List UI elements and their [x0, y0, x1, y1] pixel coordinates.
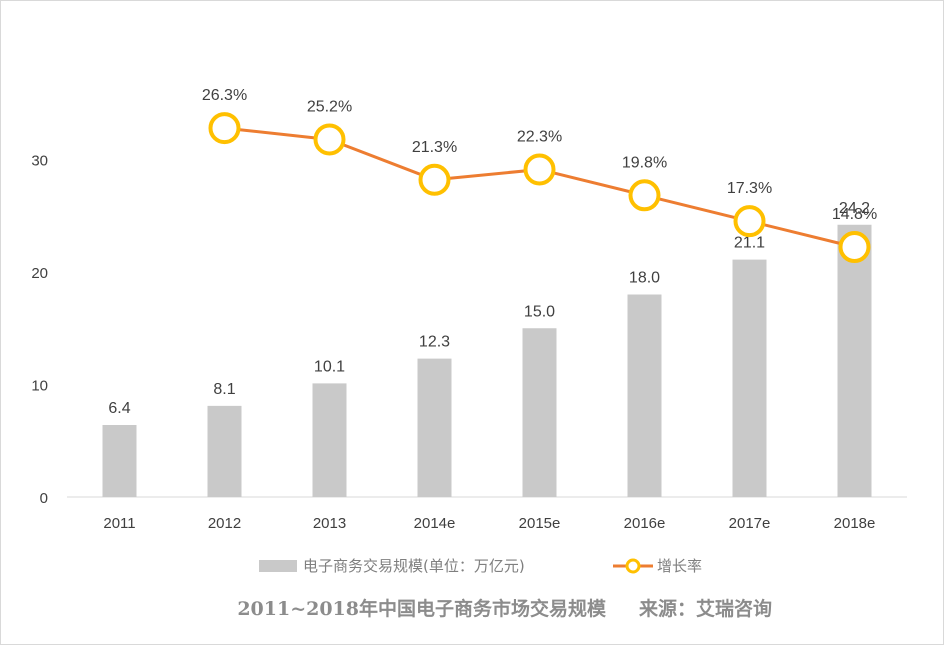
- x-tick-label: 2013: [313, 515, 346, 532]
- growth-rate-label: 25.2%: [307, 98, 352, 115]
- bar-value-label: 15.0: [524, 303, 555, 320]
- bar-value-label: 24.2: [839, 200, 870, 217]
- y-tick-label: 20: [31, 265, 48, 282]
- bar-value-label: 12.3: [419, 334, 450, 351]
- bar: [522, 328, 557, 497]
- chart-source: 来源：艾瑞咨询: [639, 597, 772, 620]
- legend-marker-swatch: [625, 558, 641, 574]
- bar-value-label: 10.1: [314, 358, 345, 375]
- bar: [207, 405, 242, 497]
- x-tick-label: 2012: [208, 515, 241, 532]
- bar-value-label: 8.1: [213, 381, 235, 398]
- growth-rate-label: 19.8%: [622, 154, 667, 171]
- bar: [312, 383, 347, 497]
- growth-rate-marker: [418, 163, 451, 196]
- growth-rate-label: 21.3%: [412, 139, 457, 156]
- bar: [837, 224, 872, 497]
- growth-rate-label: 14.8%: [832, 206, 877, 223]
- x-tick-label: 2015e: [519, 515, 561, 532]
- x-tick-label: 2016e: [624, 515, 666, 532]
- growth-rate-marker: [208, 112, 241, 145]
- bar-value-label: 6.4: [108, 400, 130, 417]
- x-tick-label: 2011: [103, 515, 135, 532]
- legend-line-label: 增长率: [657, 557, 702, 575]
- bar: [102, 425, 137, 497]
- bar-value-label: 18.0: [629, 270, 660, 287]
- x-tick-label: 2014e: [414, 515, 456, 532]
- y-tick-label: 10: [31, 378, 48, 395]
- bar: [627, 294, 662, 497]
- growth-rate-label: 22.3%: [517, 128, 562, 145]
- x-tick-label: 2018e: [834, 515, 876, 532]
- growth-rate-marker: [628, 179, 661, 212]
- growth-rate-marker: [313, 123, 346, 156]
- legend: 电子商务交易规模(单位：万亿元) 增长率: [259, 557, 702, 575]
- legend-bar-label: 电子商务交易规模(单位：万亿元): [303, 557, 525, 575]
- chart-caption: 2011~2018年中国电子商务市场交易规模: [237, 597, 607, 620]
- growth-rate-label: 26.3%: [202, 87, 247, 104]
- y-tick-label: 0: [40, 490, 48, 507]
- growth-rate-marker: [733, 205, 766, 238]
- x-tick-label: 2017e: [729, 515, 771, 532]
- growth-rate-marker: [523, 153, 556, 186]
- legend-bar-swatch: [259, 560, 297, 572]
- bar: [732, 259, 767, 497]
- bar: [417, 358, 452, 497]
- y-tick-label: 30: [31, 153, 48, 170]
- growth-rate-marker: [838, 231, 871, 264]
- growth-rate-label: 17.3%: [727, 180, 772, 197]
- bar-value-label: 21.1: [734, 235, 765, 252]
